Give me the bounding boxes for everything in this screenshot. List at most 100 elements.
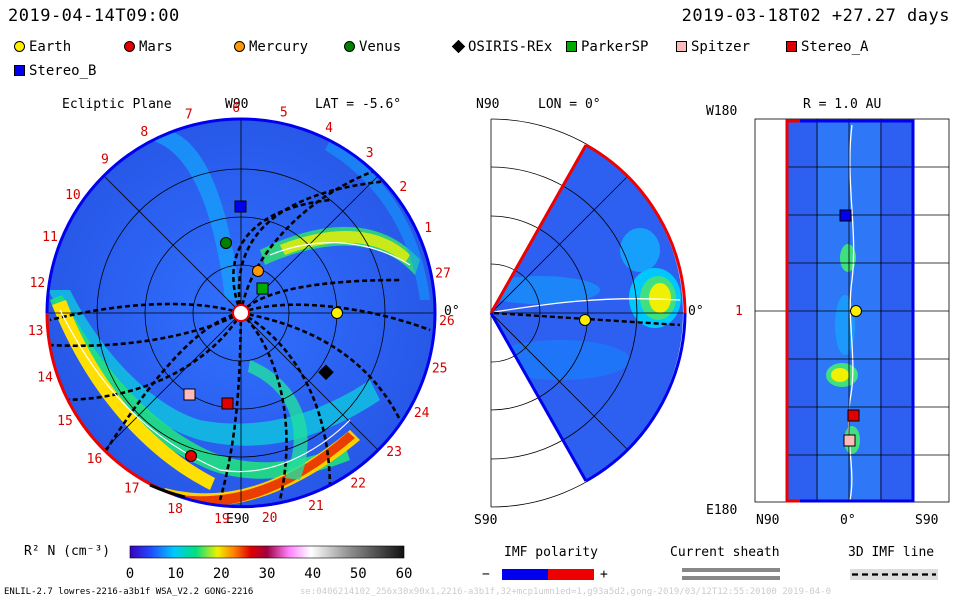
radial-earth-marker [850,305,862,317]
day-tick-label: 22 [350,476,366,491]
day-tick-label: 14 [37,371,53,386]
venus-marker-icon [344,41,355,52]
radial-spitzer-marker [843,434,856,447]
run-footer: se:0406214102_256x30x90x1,2216-a3b1f,32+… [300,587,832,597]
day-tick-label: 11 [42,230,58,245]
day-tick-label: 8 [140,125,148,140]
colorbar-tick-label: 10 [167,566,184,582]
stereo-b-marker [234,200,247,213]
imf-positive-swatch [548,569,594,580]
imf-minus-label: − [482,567,490,582]
ecliptic-right-label: 0° [444,304,460,319]
day-tick-label: 24 [414,406,430,421]
mercury-marker-icon [234,41,245,52]
earth-marker [331,307,343,319]
earth-marker-icon [14,41,25,52]
day-tick-label: 2 [399,180,407,195]
day-tick-label: 3 [366,146,374,161]
imf-polarity-title: IMF polarity [504,545,598,560]
spitzer-marker-icon [676,41,687,52]
ecliptic-lat-label: LAT = -5.6° [315,97,402,112]
day-tick-label: 5 [280,106,288,121]
colorbar: 0 10 20 30 40 50 60 [126,545,413,582]
day-tick-label: 17 [124,482,140,497]
radial-x-label-s90: S90 [915,513,939,528]
day-tick-label: 4 [325,121,333,136]
legend-mars: Mars [124,39,173,55]
colorbar-tick-label: 20 [213,566,230,582]
spitzer-marker [183,388,196,401]
stereo-a-marker [221,397,234,410]
parkersp-marker [256,282,269,295]
imf-plus-label: + [600,567,608,582]
legend-spitzer: Spitzer [676,39,750,55]
radial-x-label-n90: N90 [756,513,780,528]
colorbar-tick-label: 40 [304,566,321,582]
legend-stereo-b: Stereo_B [14,63,96,79]
day-tick-label: 10 [65,188,81,203]
legend-earth: Earth [14,39,71,55]
current-sheath-swatch-bottom [682,576,780,580]
radial-stereo-b-marker [839,209,852,222]
colorbar-tick-label: 0 [126,566,134,582]
current-sheath-swatch-top [682,568,780,572]
day-tick-label: 16 [87,452,103,467]
radial-top-left-label: W180 [706,104,738,119]
meridional-lon-label: LON = 0° [538,97,601,112]
day-tick-label: 6 [232,101,240,116]
colorbar-label: R² N (cm⁻³) [24,544,111,559]
mars-marker-icon [124,41,135,52]
meridional-right-label: 0° [688,304,704,319]
legend-parkersp: ParkerSP [566,39,648,55]
colorbar-tick-label: 60 [396,566,413,582]
mercury-marker [252,265,264,277]
day-tick-label: 7 [185,108,193,123]
day-tick-label: 9 [101,152,109,167]
legend-stereo-a: Stereo_A [786,39,868,55]
day-tick-label: 18 [167,502,183,517]
day-tick-label: 21 [308,499,324,514]
meridional-top-label: N90 [476,97,500,112]
day-tick-label: 20 [262,511,278,526]
radial-title: R = 1.0 AU [803,97,882,112]
day-tick-label: 25 [432,362,448,377]
model-footer: ENLIL-2.7 lowres-2216-a3b1f WSA_V2.2 GON… [4,587,254,597]
parkersp-marker-icon [566,41,577,52]
day-tick-label: 26 [439,314,455,329]
radial-stereo-a-marker [847,409,860,422]
ecliptic-bottom-label: E90 [226,512,250,527]
ecliptic-top-label: W90 [225,97,249,112]
date-right: 2019-03-18T02 +27.27 days [681,6,950,26]
mars-marker [185,450,197,462]
radial-plot [754,118,950,503]
radial-bottom-left-label: E180 [706,503,738,518]
imf-line-title: 3D IMF line [848,545,935,560]
day-tick-label: 19 [214,512,230,527]
day-tick-label: 13 [28,324,44,339]
meridional-earth-marker [579,314,591,326]
venus-marker [220,237,232,249]
legend-mercury: Mercury [234,39,308,55]
meridional-bottom-label: S90 [474,513,498,528]
legend-osiris-rex: OSIRIS-REx [451,39,552,55]
day-tick-label: 1 [424,221,432,236]
day-tick-label: 12 [30,276,46,291]
day-tick-label: 27 [435,267,451,282]
current-sheath-title: Current sheath [670,545,780,560]
day-tick-label: 23 [386,445,402,460]
legend-venus: Venus [344,39,401,55]
imf-negative-swatch [502,569,548,580]
radial-x-label-zero: 0° [840,513,856,528]
colorbar-ticks: 0 10 20 30 40 50 60 [126,566,413,582]
radial-mid-left-label: 1 [735,304,743,319]
day-tick-label: 15 [57,414,73,429]
ecliptic-title: Ecliptic Plane [62,97,172,112]
stereo-b-marker-icon [14,65,25,76]
date-left: 2019-04-14T09:00 [8,6,180,26]
colorbar-tick-label: 30 [259,566,276,582]
osiris-rex-marker [318,364,334,381]
colorbar-tick-label: 50 [350,566,367,582]
